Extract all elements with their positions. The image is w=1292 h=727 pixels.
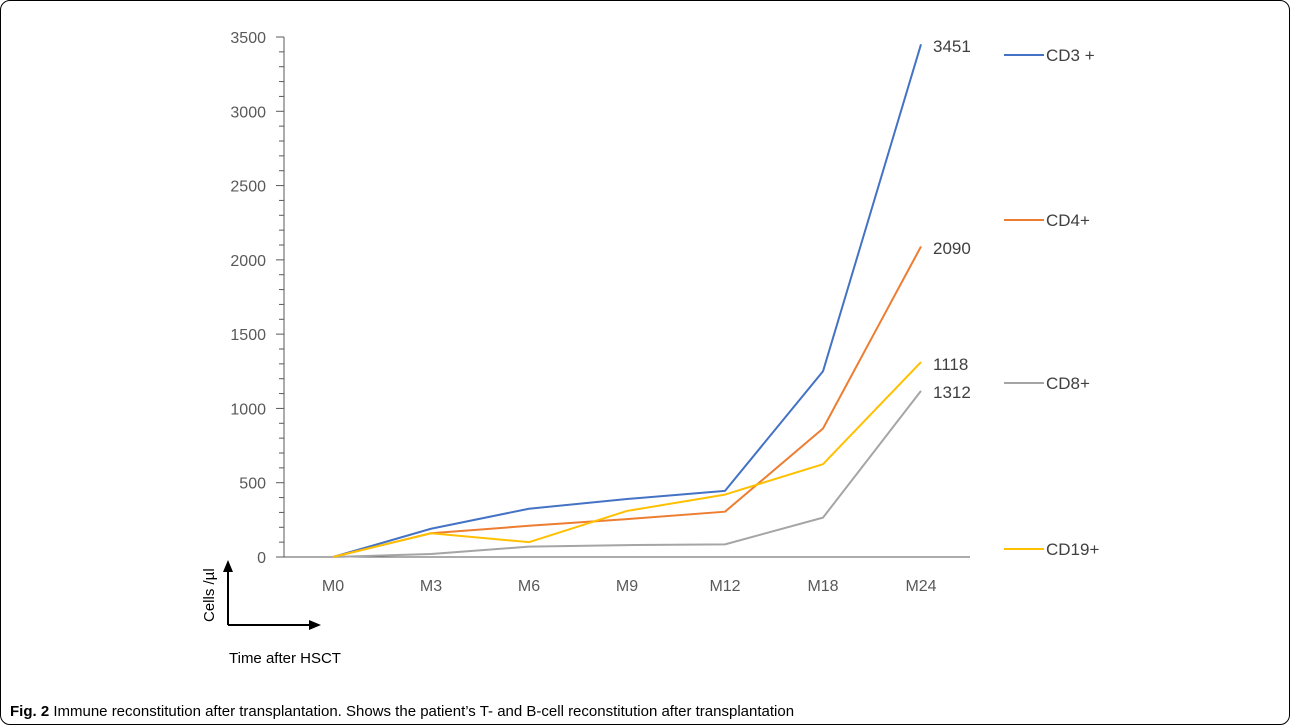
series-line-cd3 [332, 43, 922, 558]
y-tick-label: 1000 [230, 401, 266, 418]
end-labels: 3451 2090 1118 1312 [933, 37, 971, 402]
series-line-cd8 [332, 390, 922, 558]
figure-caption: Fig. 2 Immune reconstitution after trans… [10, 703, 794, 720]
x-tick-label: M12 [709, 578, 740, 595]
y-tick-label: 3500 [230, 30, 266, 47]
data-label: 1312 [933, 383, 971, 402]
series-lines [332, 43, 922, 558]
x-tick-label: M18 [807, 578, 838, 595]
data-label: 2090 [933, 239, 971, 258]
y-tick-label: 2500 [230, 179, 266, 196]
x-tick-label: M6 [518, 578, 540, 595]
x-tick-label: M3 [420, 578, 442, 595]
x-tick-label: M0 [322, 578, 344, 595]
legend-entry: CD4+ [1046, 211, 1090, 230]
y-hint-arrowhead [223, 560, 233, 572]
x-hint-label: Time after HSCT [229, 650, 341, 667]
caption-label: Fig. 2 [10, 703, 50, 720]
y-axis: 0 500 1000 1500 2000 2500 3000 3500 [230, 30, 285, 567]
data-label: 3451 [933, 37, 971, 56]
y-tick-label: 500 [239, 476, 266, 493]
legend-entry: CD3 + [1046, 46, 1095, 65]
legend-entry: CD8+ [1046, 374, 1090, 393]
x-tick-label: M9 [616, 578, 638, 595]
caption-text: Immune reconstitution after transplantat… [49, 703, 795, 720]
y-tick-label: 0 [257, 550, 266, 567]
axis-hint: Cells /µl Time after HSCT [201, 560, 341, 667]
y-tick-label: 2000 [230, 253, 266, 270]
y-tick-label: 1500 [230, 327, 266, 344]
x-hint-arrowhead [309, 620, 321, 630]
series-line-cd19 [332, 361, 922, 558]
legend-entry: CD19+ [1046, 540, 1099, 559]
y-hint-label: Cells /µl [201, 568, 218, 622]
legend: CD3 + CD4+ CD8+ CD19+ [1004, 46, 1099, 559]
data-label: 1118 [933, 355, 968, 374]
y-tick-label: 3000 [230, 104, 266, 121]
x-axis: M0 M3 M6 M9 M12 M18 M24 [284, 556, 970, 595]
x-tick-label: M24 [905, 578, 936, 595]
